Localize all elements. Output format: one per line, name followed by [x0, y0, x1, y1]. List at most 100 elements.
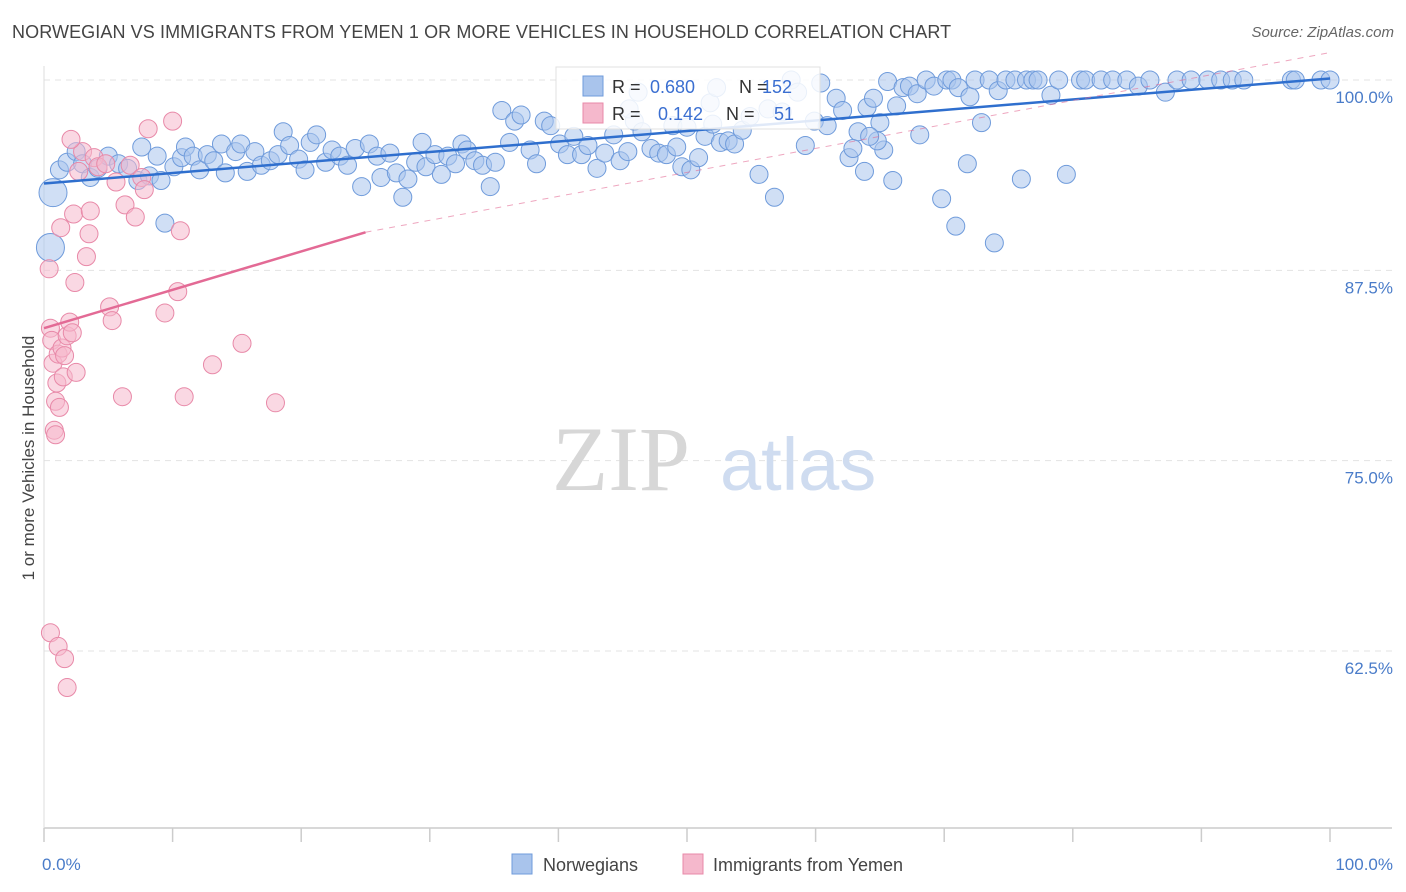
norwegians-point[interactable]: [870, 113, 890, 133]
yemen-point[interactable]: [163, 111, 183, 131]
norwegians-point[interactable]: [1011, 169, 1031, 189]
norwegians-point[interactable]: [971, 113, 991, 133]
stats-swatch-pink: [582, 102, 604, 124]
stats-n-label: N =: [726, 104, 755, 124]
yemen-point[interactable]: [55, 346, 75, 366]
norwegians-point[interactable]: [480, 177, 500, 197]
yemen-point[interactable]: [66, 362, 86, 382]
yemen-point[interactable]: [174, 387, 194, 407]
norwegians-point[interactable]: [337, 155, 357, 175]
yemen-trend-line: [43, 231, 366, 330]
norwegians-point[interactable]: [984, 233, 1004, 253]
norwegians-point[interactable]: [946, 216, 966, 236]
yemen-point[interactable]: [39, 259, 59, 279]
yemen-point[interactable]: [265, 393, 285, 413]
norwegians-point[interactable]: [957, 154, 977, 174]
norwegians-point[interactable]: [380, 143, 400, 163]
yemen-point[interactable]: [155, 303, 175, 323]
yemen-point[interactable]: [106, 172, 126, 192]
norwegians-points: [35, 70, 1340, 262]
yemen-point[interactable]: [64, 204, 84, 224]
norwegians-point[interactable]: [147, 146, 167, 166]
yemen-point[interactable]: [120, 155, 140, 175]
yemen-point[interactable]: [49, 397, 69, 417]
legend-swatch-yemen[interactable]: [682, 853, 704, 875]
norwegians-point[interactable]: [485, 152, 505, 172]
norwegians-point[interactable]: [393, 187, 413, 207]
yemen-point[interactable]: [51, 218, 71, 238]
yemen-point[interactable]: [96, 154, 116, 174]
legend-label-yemen[interactable]: Immigrants from Yemen: [713, 855, 903, 875]
norwegians-point[interactable]: [749, 164, 769, 184]
yemen-point[interactable]: [80, 201, 100, 221]
norwegians-point[interactable]: [910, 125, 930, 145]
norwegians-point[interactable]: [132, 137, 152, 157]
norwegians-point[interactable]: [431, 164, 451, 184]
norwegians-point[interactable]: [352, 177, 372, 197]
norwegians-trend-line: [43, 77, 1331, 185]
norwegians-point[interactable]: [863, 88, 883, 108]
norwegians-point[interactable]: [500, 132, 520, 152]
yemen-point[interactable]: [138, 119, 158, 139]
y-axis-label: 1 or more Vehicles in Household: [19, 336, 38, 581]
legend-label-norwegians[interactable]: Norwegians: [543, 855, 638, 875]
norwegians-point[interactable]: [795, 135, 815, 155]
yemen-point[interactable]: [65, 273, 85, 293]
norwegians-point[interactable]: [215, 163, 235, 183]
yemen-point[interactable]: [79, 224, 99, 244]
yemen-point[interactable]: [76, 247, 96, 267]
norwegians-point[interactable]: [307, 125, 327, 145]
norwegians-point[interactable]: [155, 213, 175, 233]
yemen-point[interactable]: [202, 355, 222, 375]
yemen-point[interactable]: [102, 311, 122, 331]
trend-lines: [43, 52, 1331, 330]
norwegians-point[interactable]: [492, 100, 512, 120]
norwegians-point[interactable]: [689, 148, 709, 168]
norwegians-point[interactable]: [1049, 70, 1069, 90]
norwegians-point[interactable]: [1028, 70, 1048, 90]
norwegians-point[interactable]: [151, 170, 171, 190]
norwegians-point[interactable]: [1140, 70, 1160, 90]
yemen-point[interactable]: [125, 207, 145, 227]
yemen-point[interactable]: [232, 333, 252, 353]
yemen-point[interactable]: [55, 649, 75, 669]
norwegians-point[interactable]: [38, 178, 68, 208]
norwegians-point[interactable]: [960, 87, 980, 107]
stats-r-value: 0.680: [650, 77, 695, 97]
legend-swatch-norwegians[interactable]: [511, 853, 533, 875]
stats-r-label: R =: [612, 104, 641, 124]
norwegians-point[interactable]: [295, 160, 315, 180]
norwegians-point[interactable]: [860, 126, 880, 146]
norwegians-point[interactable]: [883, 170, 903, 190]
yemen-point[interactable]: [62, 323, 82, 343]
norwegians-point[interactable]: [578, 135, 598, 155]
yemen-point[interactable]: [69, 161, 89, 181]
yemen-point[interactable]: [170, 221, 190, 241]
norwegians-point[interactable]: [527, 154, 547, 174]
yemen-point[interactable]: [46, 425, 66, 445]
norwegians-point[interactable]: [907, 84, 927, 104]
norwegians-point[interactable]: [932, 189, 952, 209]
stats-box: R = 0.680 N = 152 R = 0.142 N = 51: [555, 66, 821, 130]
stats-r-label: R =: [612, 77, 641, 97]
norwegians-point[interactable]: [280, 135, 300, 155]
norwegians-point[interactable]: [35, 232, 65, 262]
yemen-point[interactable]: [112, 387, 132, 407]
norwegians-point[interactable]: [843, 139, 863, 159]
yemen-points: [39, 111, 285, 698]
norwegians-point[interactable]: [595, 143, 615, 163]
norwegians-point[interactable]: [446, 154, 466, 174]
norwegians-point[interactable]: [1056, 164, 1076, 184]
norwegians-point[interactable]: [764, 187, 784, 207]
yemen-point[interactable]: [57, 678, 77, 698]
norwegians-point[interactable]: [398, 169, 418, 189]
norwegians-point[interactable]: [587, 158, 607, 178]
norwegians-point[interactable]: [667, 137, 687, 157]
yemen-point[interactable]: [61, 129, 81, 149]
norwegians-point[interactable]: [511, 105, 531, 125]
norwegians-point[interactable]: [854, 161, 874, 181]
yemen-point[interactable]: [115, 195, 135, 215]
norwegians-point[interactable]: [618, 142, 638, 162]
yemen-point[interactable]: [134, 180, 154, 200]
